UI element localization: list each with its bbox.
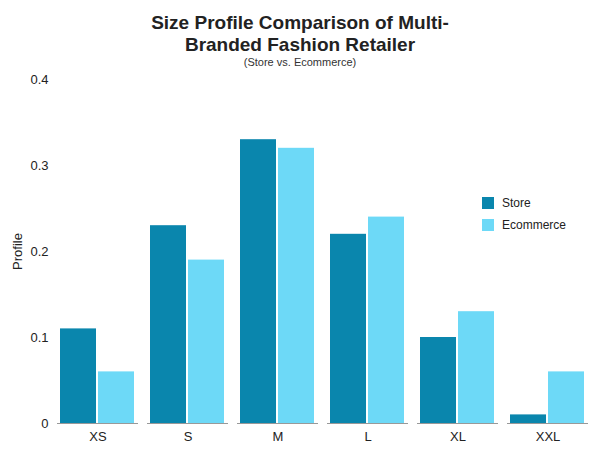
svg-text:Profile: Profile — [10, 233, 25, 270]
html-text:Size Profile Comparison of Mul: Size Profile Comparison of Multi-Branded… — [151, 12, 449, 55]
svg-text:M: M — [273, 429, 284, 444]
html-text:Ecommerce: Ecommerce — [502, 218, 566, 232]
svg-text:0.3: 0.3 — [30, 158, 48, 173]
svg-text:0.2: 0.2 — [30, 244, 48, 259]
svg-text:S: S — [184, 429, 193, 444]
svg-text:0: 0 — [41, 416, 48, 431]
html-text:Store: Store — [502, 196, 531, 210]
html-text:(Store vs. Ecommerce): (Store vs. Ecommerce) — [243, 56, 357, 68]
svg-text:L: L — [364, 429, 371, 444]
svg-text:XL: XL — [450, 429, 466, 444]
svg-text:0.4: 0.4 — [30, 72, 48, 87]
svg-text:XXL: XXL — [536, 429, 561, 444]
svg-text:XS: XS — [89, 429, 107, 444]
svg-text:0.1: 0.1 — [30, 330, 48, 345]
